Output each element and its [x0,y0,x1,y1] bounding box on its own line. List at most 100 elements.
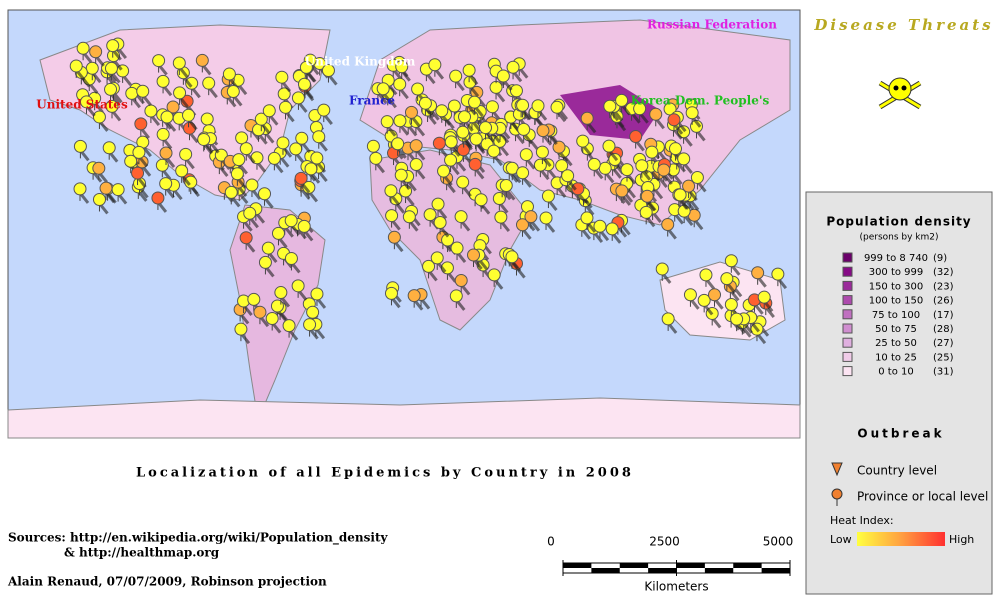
pin [730,312,744,326]
pin [605,222,619,236]
pin [683,288,697,302]
legend-swatch [842,323,853,334]
pin [515,218,529,232]
scale-bar: 0 2500 5000 Kilometers [547,535,793,594]
legend-swatch [842,366,853,377]
country-label: United Kingdom [305,55,416,69]
pin [393,77,407,91]
pin [598,161,612,175]
pin [271,226,285,240]
pin [310,151,324,165]
pin [131,166,145,180]
pin [418,96,432,110]
pin [291,279,305,293]
pin [550,100,564,114]
scale-segment [676,563,705,568]
pin [92,161,106,175]
scale-segment [704,568,734,573]
pin [258,255,272,269]
pin [499,179,513,193]
scale-label: 2500 [649,535,680,549]
pin [284,251,298,265]
pin [555,159,569,173]
pin [708,288,722,302]
pin [509,84,523,98]
legend-swatch [842,280,853,291]
pin [487,268,501,282]
legend-count: (31) [933,367,954,378]
pin [274,286,288,300]
pin [422,259,436,273]
pin [104,82,118,96]
heat-low: Low [830,533,852,546]
pin [576,134,590,148]
pin [673,188,687,202]
pin [505,250,519,264]
pin [304,162,318,176]
map [7,9,801,439]
pin [202,76,216,90]
pin [524,210,538,224]
pin [105,99,119,113]
pin [469,132,483,146]
antarctica [7,397,801,439]
pin [245,178,259,192]
pin [297,77,311,91]
pin [317,103,331,117]
pin [456,175,470,189]
pin [85,61,99,75]
pin [535,145,549,159]
pin [404,105,418,119]
pin [172,56,186,70]
pin [197,132,211,146]
heat-high: High [949,533,974,546]
pin [395,60,409,74]
pin [200,112,214,126]
pin [593,219,607,233]
pin [369,151,383,165]
legend-title: Population density [826,215,971,229]
pin [182,108,196,122]
pin [430,251,444,265]
pin [580,111,594,125]
pin [284,214,298,228]
title: Disease Threats [813,16,993,34]
pin [270,299,284,313]
scale-label: 0 [547,535,555,549]
pin [393,114,407,128]
scale-segment [619,563,649,568]
pin [277,87,291,101]
pin [433,216,447,230]
pin [76,41,90,55]
pin [561,169,575,183]
pin [468,95,482,109]
pin [179,147,193,161]
pin [224,185,238,199]
pin [629,129,643,143]
legend-swatch [842,309,853,320]
pin [306,305,320,319]
pin [104,61,118,75]
pin [697,293,711,307]
pin [506,60,520,74]
pin [587,157,601,171]
pin [299,60,313,74]
pin [275,70,289,84]
legend-range: 0 to 10 [878,367,913,378]
pin [136,84,150,98]
pin [152,54,166,68]
pin [699,268,713,282]
pin [487,144,501,158]
legend-count: (26) [933,296,954,307]
pin [102,141,116,155]
pin [449,69,463,83]
pin [239,142,253,156]
legend-range: 100 to 150 [869,296,924,307]
pin [321,64,335,78]
pin [366,139,380,153]
pin [458,110,472,124]
pin [132,145,146,159]
pin [89,45,103,59]
pin [454,210,468,224]
